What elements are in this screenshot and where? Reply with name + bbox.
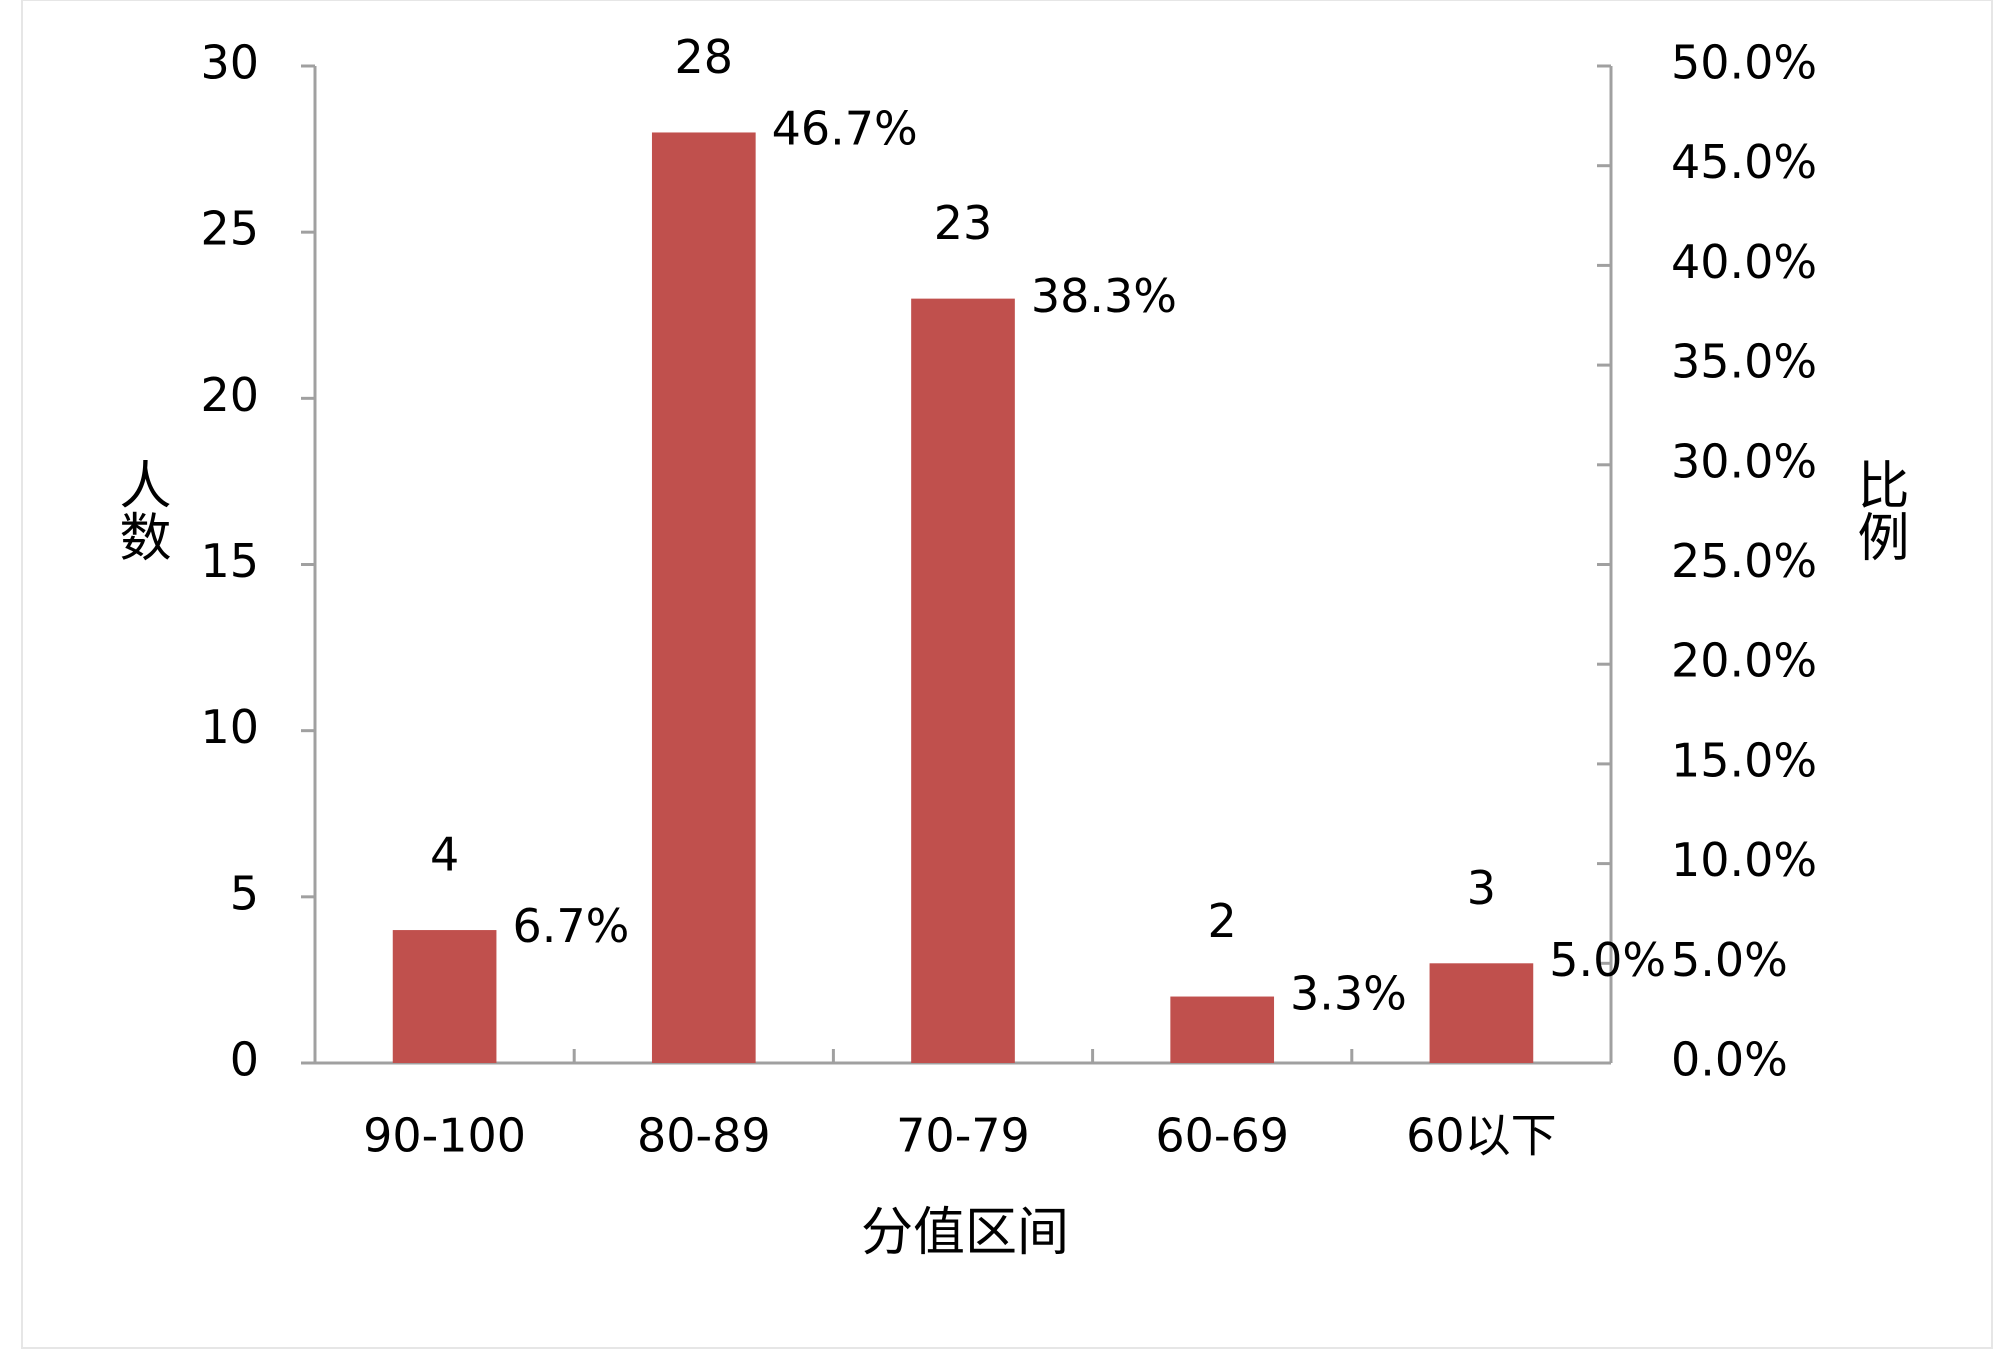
value-label: 28 [675, 30, 734, 84]
bar [651, 132, 756, 1063]
value-label: 3 [1467, 861, 1496, 915]
percent-label: 3.3% [1290, 967, 1407, 1021]
y2-tick-label: 0.0% [1671, 1033, 1788, 1087]
x-tick-label: 80-89 [637, 1109, 771, 1163]
y2-tick-label: 10.0% [1671, 833, 1817, 887]
x-axis-title: 分值区间 [861, 1203, 1069, 1263]
percent-label: 38.3% [1031, 269, 1177, 323]
y-tick-label: 5 [230, 866, 259, 920]
y2-tick-label: 15.0% [1671, 733, 1817, 787]
value-label: 4 [430, 828, 459, 882]
y-tick-label: 0 [230, 1033, 259, 1087]
y2-tick-label: 40.0% [1671, 235, 1817, 289]
x-tick-label: 70-79 [896, 1109, 1030, 1163]
y-tick-label: 30 [200, 36, 259, 90]
y-tick-label: 10 [200, 700, 259, 754]
y2-tick-label: 20.0% [1671, 634, 1817, 688]
x-tick-label: 60-69 [1155, 1109, 1289, 1163]
x-tick-label: 60以下 [1406, 1109, 1557, 1163]
y2-tick-label: 25.0% [1671, 534, 1817, 588]
value-label: 23 [934, 196, 993, 250]
y-axis-title: 人数 [110, 458, 170, 562]
percent-label: 5.0% [1549, 933, 1666, 987]
bar [911, 298, 1015, 1064]
percent-label: 46.7% [772, 101, 918, 155]
y2-tick-label: 5.0% [1671, 933, 1788, 987]
bar [1170, 996, 1275, 1063]
y2-tick-label: 30.0% [1671, 434, 1817, 488]
percent-label: 6.7% [512, 899, 629, 953]
y2-axis-title: 比例 [1848, 458, 1908, 562]
y2-tick-label: 45.0% [1671, 135, 1817, 189]
y2-tick-label: 35.0% [1671, 335, 1817, 389]
bar [392, 930, 497, 1063]
y-tick-label: 25 [200, 202, 259, 256]
x-tick-label: 90-100 [363, 1109, 526, 1163]
bar [1429, 963, 1534, 1063]
value-label: 2 [1208, 894, 1237, 948]
y2-tick-label: 50.0% [1671, 36, 1817, 90]
y-tick-label: 15 [200, 534, 259, 588]
y-tick-label: 20 [200, 368, 259, 422]
